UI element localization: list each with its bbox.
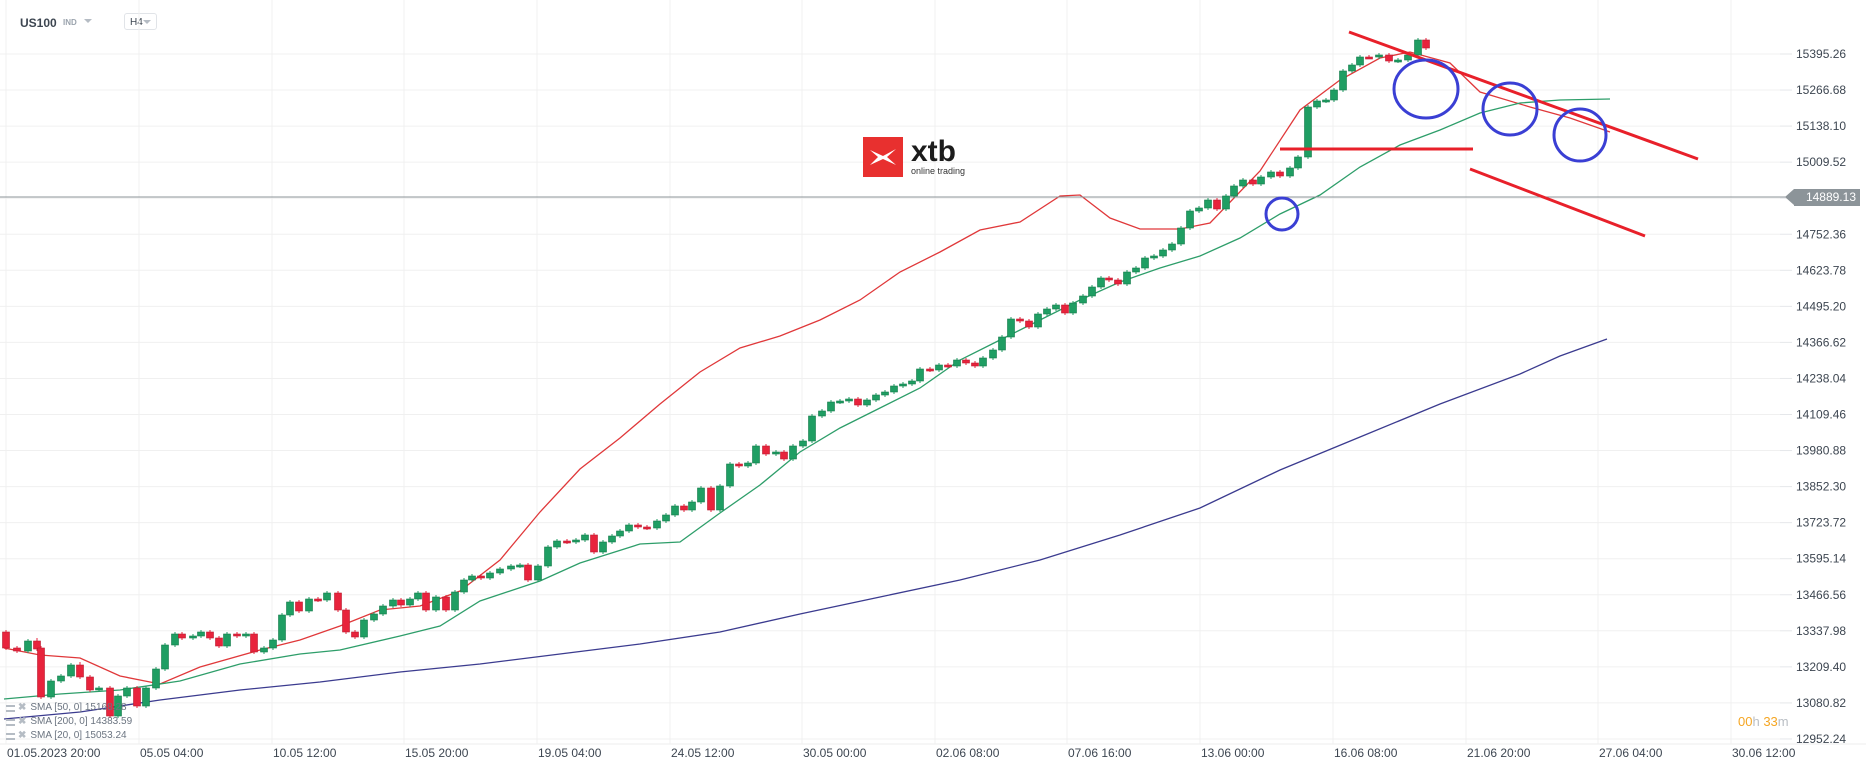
- symbol-selector[interactable]: US100: [20, 16, 57, 30]
- price-tick-label: 13980.88: [1796, 444, 1846, 458]
- price-tick-label: 15266.68: [1796, 83, 1846, 97]
- price-tick-label: 15009.52: [1796, 155, 1846, 169]
- settings-icon[interactable]: [6, 732, 15, 740]
- price-tick-label: 14366.62: [1796, 335, 1846, 349]
- legend-sma20[interactable]: ✖ SMA [20, 0] 15053.24: [6, 729, 132, 743]
- current-price-tag: 14889.13: [1785, 189, 1860, 206]
- close-icon[interactable]: ✖: [18, 730, 27, 741]
- circle-annotation[interactable]: [1552, 107, 1608, 163]
- drawing-annotations[interactable]: [1264, 30, 1699, 238]
- timer-h-unit: h: [1752, 714, 1760, 729]
- time-axis[interactable]: 01.05.2023 20:00 05.05 04:00 10.05 12:00 15…: [7, 746, 1796, 760]
- legend-label: SMA [20, 0] 15053.24: [30, 730, 127, 741]
- time-tick-label: 30.05 00:00: [803, 746, 867, 760]
- timer-m-unit: m: [1777, 714, 1789, 729]
- candlesticks: [2, 38, 1430, 718]
- price-tick-label: 15138.10: [1796, 119, 1846, 133]
- timer-hours: 00: [1738, 714, 1753, 729]
- time-tick-label: 19.05 04:00: [538, 746, 602, 760]
- price-tick-label: 13080.82: [1796, 696, 1846, 710]
- price-tick-label: 13852.30: [1796, 480, 1846, 494]
- chart-toolbar: US100 IND H4: [0, 0, 1866, 44]
- price-tick-label: 14109.46: [1796, 408, 1846, 422]
- price-tick-label: 13723.72: [1796, 516, 1846, 530]
- price-tick-label: 13209.40: [1796, 660, 1846, 674]
- time-tick-label: 21.06 20:00: [1467, 746, 1531, 760]
- moving-averages: [3, 51, 1611, 720]
- timer-minutes: 33: [1763, 714, 1778, 729]
- trend-line[interactable]: [1469, 167, 1646, 238]
- circle-annotation[interactable]: [1481, 81, 1539, 137]
- time-tick-label: 10.05 12:00: [273, 746, 337, 760]
- price-tick-label: 13595.14: [1796, 552, 1846, 566]
- legend-label: SMA [200, 0] 14383.59: [30, 716, 133, 727]
- price-tick-label: 12952.24: [1796, 732, 1846, 746]
- price-tick-label: 15395.26: [1796, 47, 1846, 61]
- xtb-logo: xtb online trading: [863, 137, 965, 177]
- price-tick-label: 14623.78: [1796, 263, 1846, 277]
- time-tick-label: 07.06 16:00: [1068, 746, 1132, 760]
- time-tick-label: 13.06 00:00: [1201, 746, 1265, 760]
- time-tick-label: 05.05 04:00: [140, 746, 204, 760]
- circle-annotation[interactable]: [1264, 196, 1300, 232]
- close-icon[interactable]: ✖: [18, 716, 27, 727]
- timeframe-label: H4: [130, 17, 143, 28]
- chevron-down-icon: [143, 20, 151, 24]
- time-tick-label: 01.05.2023 20:00: [7, 746, 101, 760]
- settings-icon[interactable]: [6, 718, 15, 726]
- price-axis[interactable]: 15395.26 15266.68 15138.10 15009.52 14752.36…: [1796, 47, 1846, 746]
- time-tick-label: 27.06 04:00: [1599, 746, 1663, 760]
- trend-line[interactable]: [1348, 30, 1699, 161]
- legend-sma50[interactable]: ✖ SMA [50, 0] 15168.28: [6, 701, 132, 715]
- xtb-logo-mark-icon: [863, 137, 903, 177]
- price-tick-label: 14238.04: [1796, 371, 1846, 385]
- candle-countdown: 00h 33m: [1738, 714, 1789, 729]
- timeframe-dropdown[interactable]: H4: [124, 13, 157, 30]
- price-tick-label: 14495.20: [1796, 299, 1846, 313]
- time-tick-label: 30.06 12:00: [1732, 746, 1796, 760]
- time-tick-label: 15.05 20:00: [405, 746, 469, 760]
- price-tick-label: 14752.36: [1796, 227, 1846, 241]
- time-tick-label: 02.06 08:00: [936, 746, 1000, 760]
- chart-grid: [0, 0, 1866, 745]
- time-tick-label: 16.06 08:00: [1334, 746, 1398, 760]
- indicator-legend: ✖ SMA [50, 0] 15168.28 ✖ SMA [200, 0] 1438…: [6, 701, 132, 743]
- close-icon[interactable]: ✖: [18, 702, 27, 713]
- chevron-down-icon[interactable]: [84, 19, 92, 23]
- logo-tagline: online trading: [911, 166, 966, 176]
- legend-sma200[interactable]: ✖ SMA [200, 0] 14383.59: [6, 715, 132, 729]
- logo-wordmark: xtb: [911, 135, 956, 168]
- price-tick-label: 13337.98: [1796, 624, 1846, 638]
- legend-label: SMA [50, 0] 15168.28: [30, 702, 127, 713]
- settings-icon[interactable]: [6, 704, 15, 712]
- symbol-type-label: IND: [63, 18, 77, 27]
- price-tick-label: 13466.56: [1796, 588, 1846, 602]
- circle-annotation[interactable]: [1392, 58, 1460, 120]
- time-tick-label: 24.05 12:00: [671, 746, 735, 760]
